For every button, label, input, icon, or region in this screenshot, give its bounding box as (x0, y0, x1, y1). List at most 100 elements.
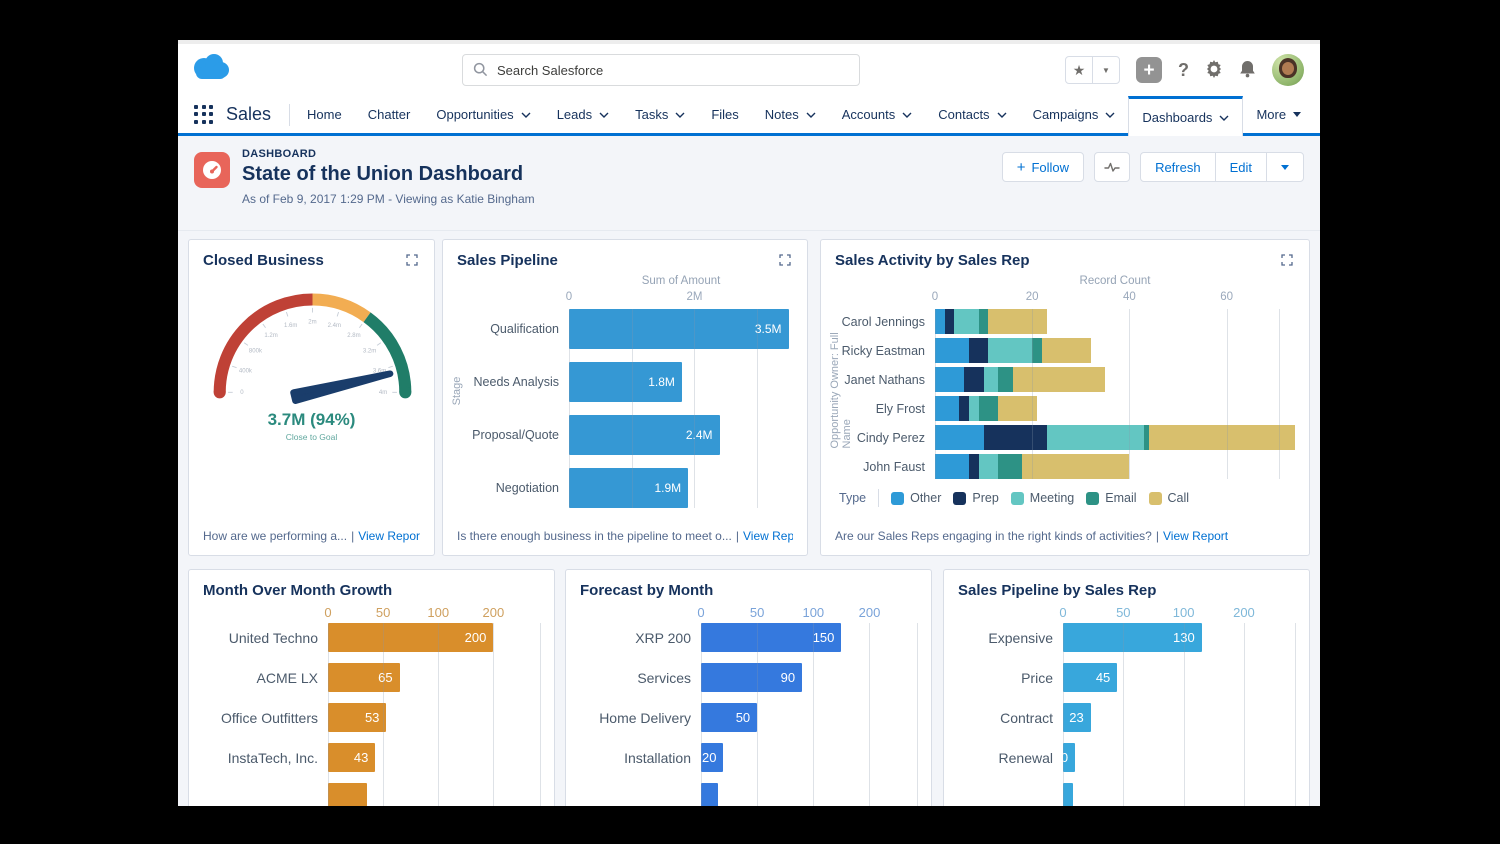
chart-row: Negotiation 1.9M (457, 468, 793, 508)
stacked-bar[interactable] (935, 425, 1295, 450)
bar[interactable]: 45 (1063, 663, 1118, 692)
expand-icon[interactable] (777, 252, 793, 268)
gauge-chart[interactable]: 0 400k 800k 1.2m 1.6m 2m 2.4m 2.8m 3.2m 3.6m 4m 3.7… (203, 273, 420, 529)
view-report-link[interactable]: View Report (1162, 529, 1229, 543)
bar-chart[interactable]: 0 50 100 200 XRP 200 150 Services 90 Home Delive… (580, 603, 918, 806)
bar[interactable]: 50 (701, 703, 758, 732)
bar-segment-call[interactable] (1148, 425, 1295, 450)
bar-segment-meeting[interactable] (978, 454, 999, 479)
bar-segment-email[interactable] (1032, 338, 1042, 363)
tab-chatter[interactable]: Chatter (367, 107, 411, 122)
bar-segment-prep[interactable] (969, 338, 989, 363)
stacked-bar-chart[interactable]: Record Count Opportunity Owner: Full Name… (829, 273, 1295, 529)
bar-segment-meeting[interactable] (969, 396, 979, 421)
stacked-bar[interactable] (935, 338, 1091, 363)
bar[interactable]: 200 (328, 623, 494, 652)
bar-segment-prep[interactable] (969, 454, 979, 479)
tab-campaigns[interactable]: Campaigns (1020, 96, 1129, 133)
bar-segment-call[interactable] (998, 396, 1038, 421)
favorites-caret-icon[interactable]: ▼ (1092, 56, 1120, 84)
bar-segment-call[interactable] (988, 309, 1047, 334)
refresh-button[interactable]: Refresh (1140, 152, 1216, 182)
bar-chart[interactable]: 0 50 100 200 United Techno 200 ACME LX 65 Office… (203, 603, 541, 806)
bar[interactable]: 1.9M (569, 468, 689, 508)
tab-opportunities[interactable]: Opportunities (423, 96, 543, 133)
card-forecast-by-month: Forecast by Month 0 50 100 200 XRP 200 150 Ser… (565, 569, 932, 806)
category-label: Ricky Eastman (841, 343, 925, 358)
tab-dashboards[interactable]: Dashboards (1128, 96, 1244, 136)
follow-button[interactable]: + Follow (1001, 152, 1085, 182)
tab-tasks[interactable]: Tasks (622, 96, 698, 133)
bar-segment-prep[interactable] (944, 309, 955, 334)
expand-icon[interactable] (404, 252, 420, 268)
notifications-bell-icon[interactable] (1239, 60, 1256, 81)
bar-segment-other[interactable] (935, 367, 965, 392)
help-icon[interactable]: ? (1178, 60, 1189, 80)
card-title: Closed Business (203, 252, 324, 269)
bar-segment-meeting[interactable] (1046, 425, 1144, 450)
tab-files[interactable]: Files (711, 107, 739, 122)
bar-segment-email[interactable] (998, 454, 1023, 479)
bar-segment-other[interactable] (935, 338, 970, 363)
bar-segment-prep[interactable] (959, 396, 970, 421)
bar[interactable]: 43 (328, 743, 376, 772)
stacked-bar[interactable] (935, 396, 1038, 421)
bar-segment-other[interactable] (935, 425, 984, 450)
view-report-link[interactable]: View Report (742, 529, 793, 543)
tab-contacts[interactable]: Contacts (925, 96, 1019, 133)
tab-leads[interactable]: Leads (544, 96, 622, 133)
bar[interactable] (328, 783, 367, 806)
bar[interactable]: 130 (1063, 623, 1202, 652)
bar[interactable]: 3.5M (569, 309, 789, 349)
bar-segment-other[interactable] (935, 454, 970, 479)
bar[interactable] (701, 783, 718, 806)
tab-more[interactable]: More (1243, 96, 1314, 133)
bar[interactable]: 150 (701, 623, 842, 652)
bar-segment-meeting[interactable] (988, 338, 1033, 363)
bar[interactable]: 65 (328, 663, 400, 692)
bar-segment-email[interactable] (978, 309, 989, 334)
more-actions-button[interactable] (1266, 152, 1304, 182)
bar-chart[interactable]: 0 50 100 200 Expensive 130 Price 45 Contract 23 Re… (958, 603, 1296, 806)
bar-segment-email[interactable] (998, 367, 1013, 392)
bar[interactable]: 20 (701, 743, 724, 772)
expand-icon[interactable] (1279, 252, 1295, 268)
chevron-down-icon (521, 112, 531, 118)
bar[interactable]: 1.8M (569, 362, 682, 402)
bar[interactable]: 23 (1063, 703, 1091, 732)
bar-segment-call[interactable] (1022, 454, 1130, 479)
bar[interactable]: 10 (1054, 743, 1076, 772)
bar[interactable]: 90 (701, 663, 803, 692)
bar-segment-call[interactable] (1041, 338, 1091, 363)
pulse-icon (1104, 162, 1120, 172)
bar-segment-email[interactable] (1143, 425, 1149, 450)
bar[interactable]: 2.4M (569, 415, 720, 455)
stacked-bar[interactable] (935, 309, 1047, 334)
favorites-star-icon[interactable]: ★ (1065, 56, 1093, 84)
tab-home[interactable]: Home (307, 107, 342, 122)
view-report-link[interactable]: View Report (358, 529, 420, 543)
bar-chart[interactable]: Sum of Amount Stage 0 2M Qualification 3.5M Ne… (451, 273, 793, 529)
edit-button[interactable]: Edit (1214, 152, 1267, 182)
bar[interactable]: 53 (328, 703, 387, 732)
bar-segment-other[interactable] (935, 309, 945, 334)
activity-pulse-button[interactable] (1094, 152, 1131, 182)
avatar[interactable] (1272, 54, 1304, 86)
add-icon[interactable]: + (1136, 57, 1162, 83)
bar-segment-call[interactable] (1012, 367, 1106, 392)
bar-segment-other[interactable] (935, 396, 960, 421)
bar-segment-email[interactable] (978, 396, 999, 421)
tab-accounts[interactable]: Accounts (829, 96, 925, 133)
bar-segment-meeting[interactable] (983, 367, 999, 392)
tab-notes[interactable]: Notes (752, 96, 829, 133)
setup-gear-icon[interactable] (1205, 59, 1223, 81)
search-input[interactable] (462, 54, 860, 86)
stacked-bar[interactable] (935, 454, 1130, 479)
bar-segment-meeting[interactable] (954, 309, 979, 334)
app-launcher-waffle-icon[interactable] (194, 104, 214, 125)
global-header: ★ ▼ + ? (178, 44, 1320, 96)
bar-segment-prep[interactable] (983, 425, 1047, 450)
stacked-bar[interactable] (935, 367, 1106, 392)
bar[interactable] (1063, 783, 1073, 806)
bar-segment-prep[interactable] (964, 367, 984, 392)
